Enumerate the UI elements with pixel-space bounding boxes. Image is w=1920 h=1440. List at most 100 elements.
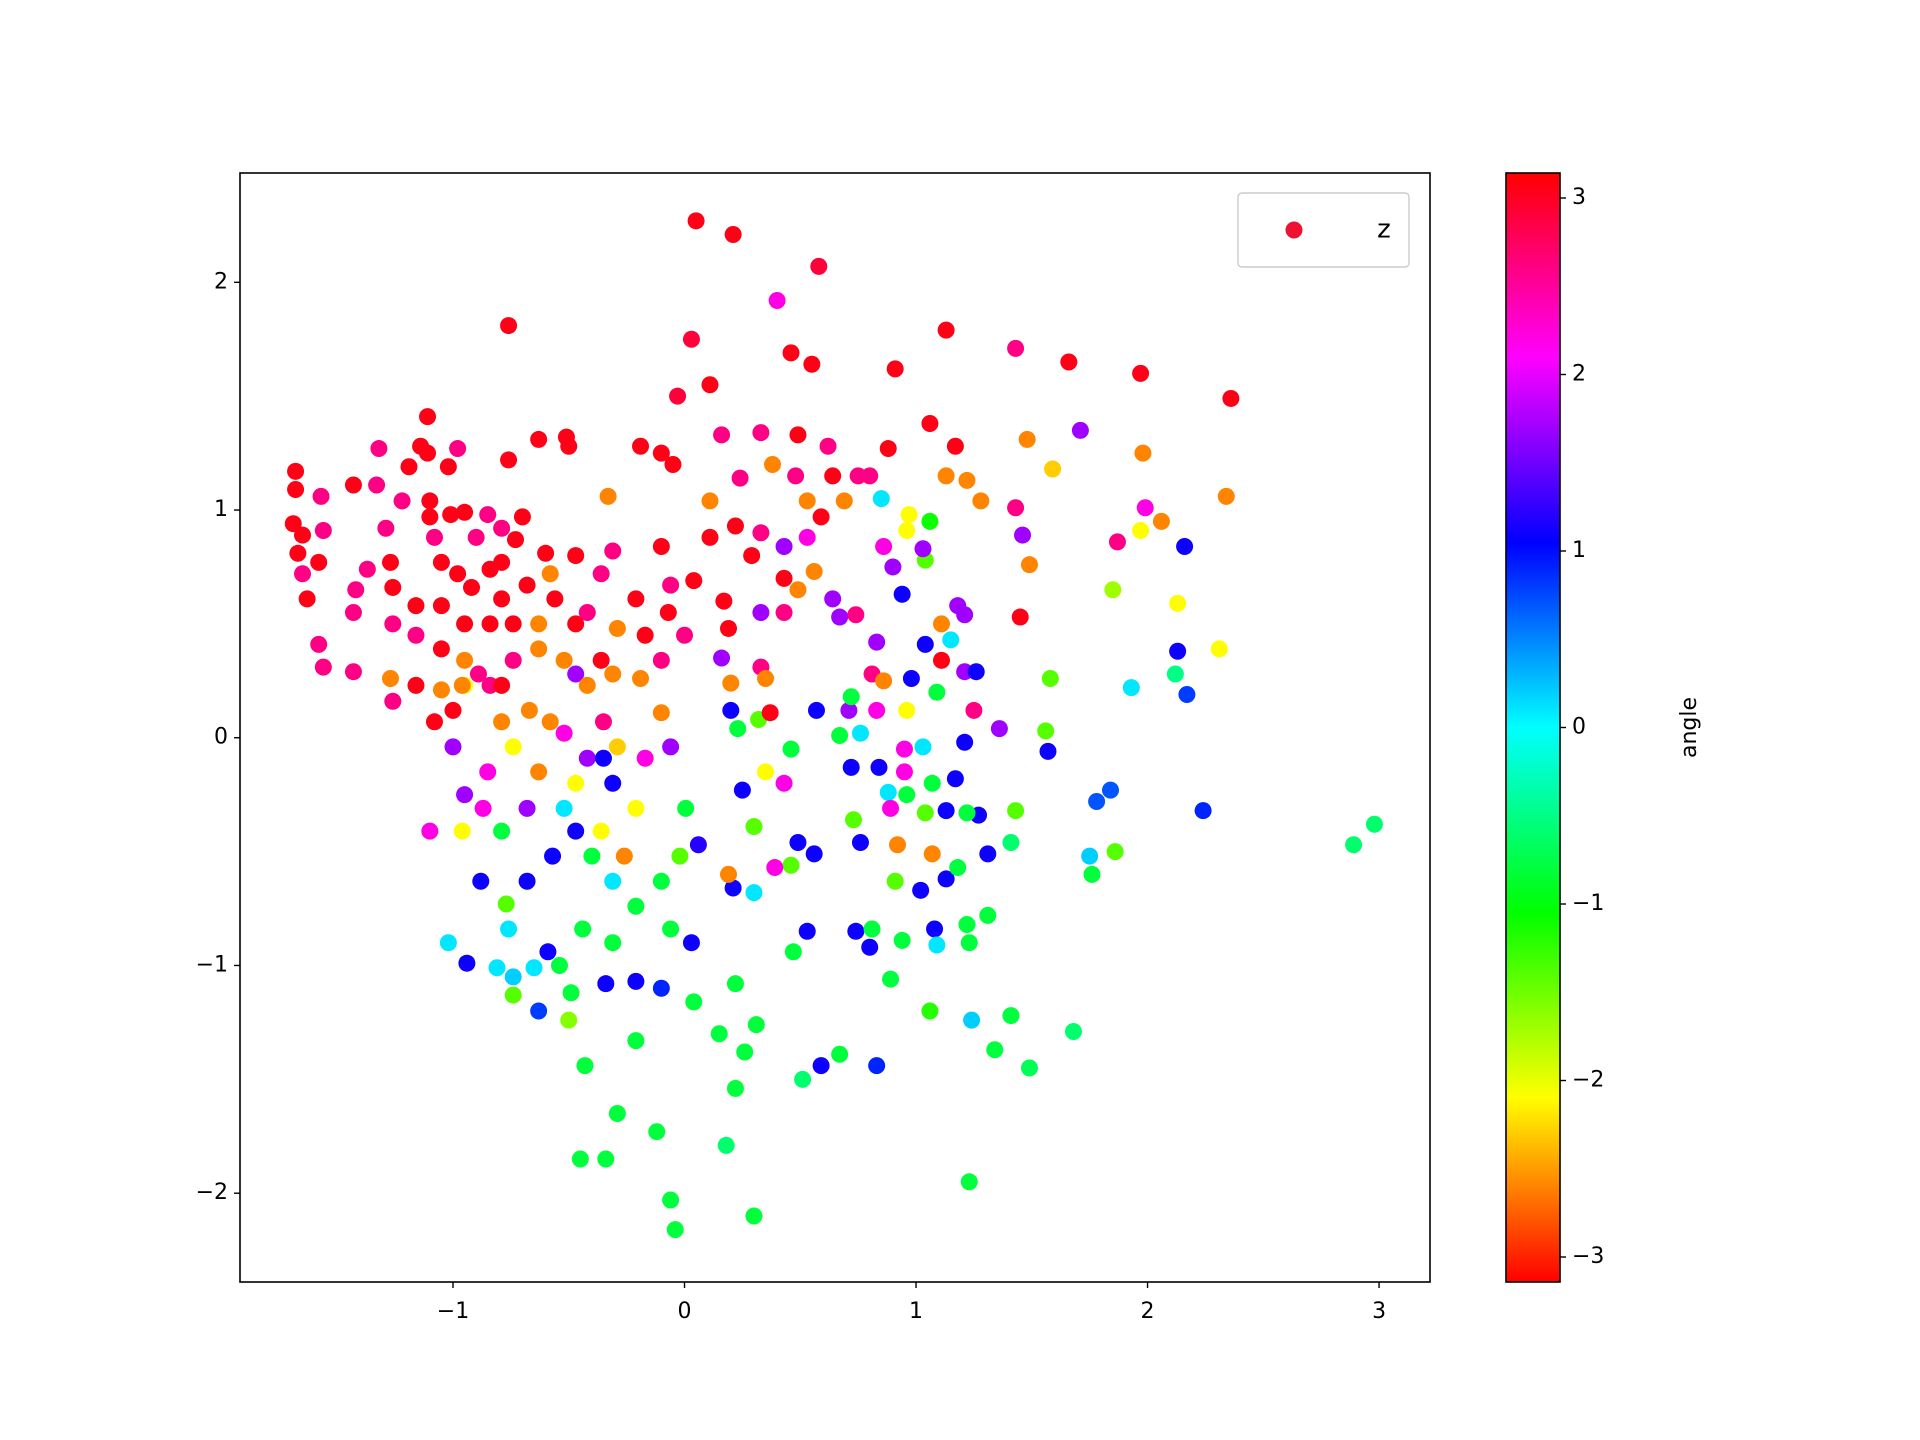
point [294,526,312,544]
point [1169,642,1187,660]
point [539,943,557,961]
point [803,355,821,373]
point [592,822,610,840]
point [710,1025,728,1043]
point [562,984,580,1002]
point [518,799,536,817]
point [1007,499,1025,517]
point [805,845,823,863]
point [831,608,849,626]
point [840,701,858,719]
legend: z [1237,192,1410,268]
point [733,781,751,799]
point [923,845,941,863]
point [805,563,823,581]
point [384,578,402,596]
point [921,414,939,432]
point [842,688,860,706]
point [677,799,695,817]
point [632,437,650,455]
point [578,604,596,622]
point [627,799,645,817]
point [900,506,918,524]
point [701,528,719,546]
point [314,522,332,540]
point [652,872,670,890]
point [1345,836,1363,854]
point [648,1123,666,1141]
point [432,640,450,658]
point [432,597,450,615]
point [604,934,622,952]
point [682,934,700,952]
point [979,906,997,924]
point [500,920,518,938]
point [958,915,976,933]
point [1166,665,1184,683]
point [604,872,622,890]
point [847,606,865,624]
point [421,508,439,526]
point [592,565,610,583]
point [812,1057,830,1075]
point [972,492,990,510]
point [652,537,670,555]
point [636,749,654,767]
point [879,440,897,458]
point [287,462,305,480]
point [868,633,886,651]
point [493,822,511,840]
point [1007,339,1025,357]
point [819,437,837,455]
point [726,975,744,993]
point [627,897,645,915]
point [632,670,650,688]
point [921,512,939,530]
point [525,959,543,977]
point [1106,843,1124,861]
point [851,833,869,851]
point [868,701,886,719]
point [659,604,677,622]
point [722,674,740,692]
point [886,360,904,378]
x-tick-label: 3 [1372,1299,1386,1324]
point [937,467,955,485]
point [713,649,731,667]
point [861,467,879,485]
point [990,720,1008,738]
point [544,847,562,865]
colorbar-label: angle [1677,697,1702,758]
point [456,651,474,669]
point [870,758,888,776]
point [456,503,474,521]
point [745,884,763,902]
point [807,701,825,719]
point [752,424,770,442]
point [500,317,518,335]
point [400,458,418,476]
point [747,1016,765,1034]
point [1134,444,1152,462]
point [965,701,983,719]
point [1020,1059,1038,1077]
point [370,440,388,458]
point [937,870,955,888]
point [530,615,548,633]
point [458,954,476,972]
point [884,558,902,576]
point [875,672,893,690]
point [662,1191,680,1209]
point [722,701,740,719]
y-tick-label: 2 [214,269,228,294]
point [789,426,807,444]
point [898,701,916,719]
point [500,451,518,469]
point [636,626,654,644]
y-tick-label: −2 [196,1180,228,1205]
point [421,492,439,510]
point [1108,533,1126,551]
point [652,444,670,462]
point [594,713,612,731]
point [546,590,564,608]
